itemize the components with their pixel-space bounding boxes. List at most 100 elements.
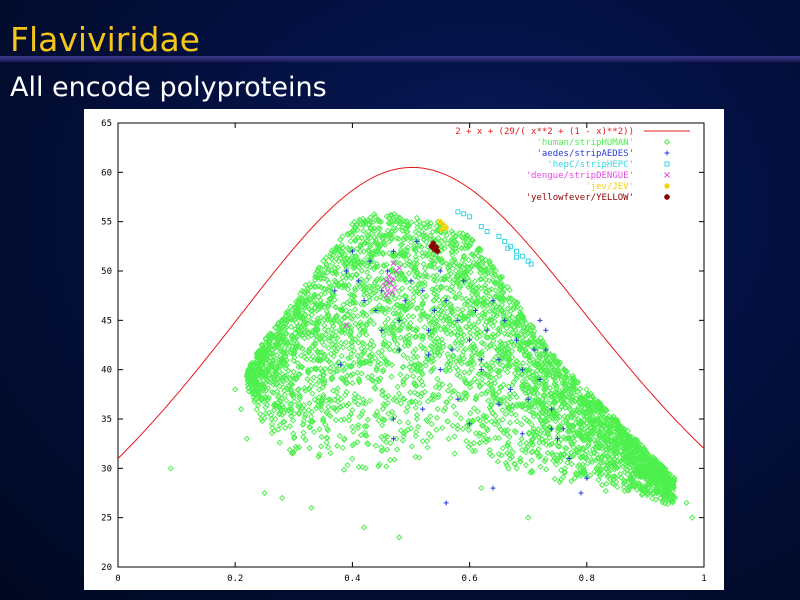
data-point bbox=[431, 348, 438, 355]
data-point bbox=[341, 256, 348, 263]
data-point bbox=[405, 323, 412, 330]
data-point bbox=[380, 340, 387, 347]
data-point bbox=[275, 328, 282, 335]
data-point bbox=[317, 332, 324, 339]
data-point bbox=[461, 369, 468, 376]
data-point bbox=[361, 327, 369, 334]
data-point bbox=[355, 421, 362, 429]
data-point bbox=[619, 428, 626, 435]
data-point bbox=[455, 323, 462, 330]
data-point bbox=[431, 307, 437, 313]
data-point bbox=[584, 460, 591, 467]
data-point bbox=[268, 420, 276, 428]
data-point bbox=[649, 458, 656, 465]
data-point bbox=[346, 413, 353, 420]
data-point bbox=[494, 368, 502, 376]
data-point bbox=[498, 301, 506, 308]
data-point bbox=[498, 452, 505, 459]
data-point bbox=[268, 332, 275, 339]
data-point bbox=[432, 339, 439, 346]
data-point bbox=[519, 378, 526, 385]
data-point bbox=[280, 384, 287, 391]
data-point bbox=[423, 437, 431, 445]
data-point bbox=[294, 339, 301, 347]
plot-frame bbox=[117, 122, 705, 568]
data-point bbox=[385, 273, 392, 279]
data-point bbox=[430, 240, 437, 247]
data-point bbox=[518, 446, 526, 453]
data-point bbox=[422, 250, 429, 257]
data-point bbox=[581, 405, 588, 412]
data-point bbox=[485, 397, 492, 404]
y-tick-label: 60 bbox=[101, 168, 112, 178]
data-point bbox=[420, 260, 427, 268]
data-point bbox=[487, 381, 494, 388]
data-point bbox=[260, 381, 267, 389]
data-point bbox=[379, 305, 387, 312]
data-point bbox=[628, 436, 635, 443]
data-point bbox=[683, 499, 690, 506]
data-point bbox=[519, 253, 525, 259]
data-point bbox=[351, 218, 358, 226]
data-point bbox=[507, 308, 514, 315]
data-point bbox=[634, 457, 641, 464]
data-point bbox=[295, 364, 302, 371]
data-point bbox=[504, 346, 512, 353]
data-point bbox=[404, 305, 411, 313]
data-point bbox=[530, 428, 537, 435]
data-point bbox=[541, 416, 548, 424]
data-point bbox=[508, 295, 515, 302]
data-point bbox=[349, 455, 356, 462]
data-point bbox=[357, 432, 365, 439]
y-tick-label: 50 bbox=[101, 267, 112, 277]
data-point bbox=[511, 460, 519, 468]
data-point bbox=[413, 415, 420, 423]
data-point bbox=[359, 339, 366, 346]
data-point bbox=[491, 301, 498, 308]
data-point bbox=[534, 344, 541, 351]
data-point bbox=[609, 480, 616, 487]
data-point bbox=[342, 391, 349, 399]
data-point bbox=[443, 224, 450, 231]
data-point bbox=[478, 391, 485, 398]
data-point bbox=[469, 447, 476, 455]
data-point bbox=[306, 423, 313, 431]
data-point bbox=[496, 305, 504, 312]
data-point bbox=[423, 292, 430, 300]
data-point bbox=[381, 338, 388, 345]
data-point bbox=[481, 414, 488, 421]
data-point bbox=[467, 329, 474, 336]
data-point bbox=[278, 336, 285, 343]
data-point bbox=[463, 263, 470, 270]
data-point bbox=[546, 371, 553, 378]
data-point bbox=[320, 341, 328, 349]
y-tick-label: 20 bbox=[101, 563, 112, 573]
data-point bbox=[447, 360, 454, 368]
data-point bbox=[400, 433, 407, 440]
data-point bbox=[644, 489, 651, 497]
data-point bbox=[486, 446, 493, 454]
data-point bbox=[593, 469, 601, 476]
data-point bbox=[396, 265, 403, 271]
data-point bbox=[287, 386, 295, 393]
data-point bbox=[350, 264, 357, 272]
data-point bbox=[419, 253, 426, 260]
data-point bbox=[443, 284, 450, 292]
data-point bbox=[277, 397, 284, 405]
data-point bbox=[559, 389, 566, 397]
data-point bbox=[649, 495, 656, 502]
data-point bbox=[451, 450, 458, 457]
data-point bbox=[569, 375, 576, 382]
data-point bbox=[331, 268, 338, 276]
data-point bbox=[332, 304, 339, 311]
data-point bbox=[269, 388, 276, 396]
data-point bbox=[473, 249, 480, 257]
data-point bbox=[252, 379, 259, 386]
data-point bbox=[288, 332, 296, 339]
data-point bbox=[362, 217, 369, 225]
data-point bbox=[327, 250, 334, 257]
data-point bbox=[333, 348, 340, 355]
data-point bbox=[306, 444, 313, 452]
data-point bbox=[358, 243, 365, 250]
data-point bbox=[588, 450, 595, 457]
